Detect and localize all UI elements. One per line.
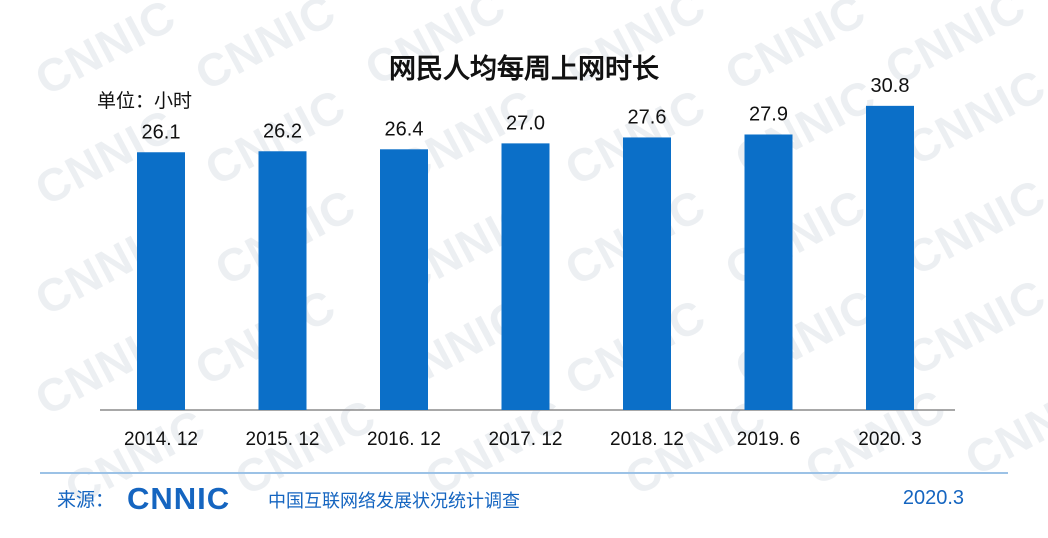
x-tick-label-6: 2020. 3 [858,429,921,450]
x-tick-label-1: 2015. 12 [246,429,320,450]
chart-title: 网民人均每周上网时长 [389,54,659,85]
data-label-6: 30.8 [871,75,910,97]
data-label-3: 27.0 [506,112,545,134]
source-label: 来源： [57,489,115,511]
bar-4 [623,137,671,410]
bar-6 [866,105,914,410]
bar-2 [380,149,428,411]
footer-divider [40,472,1008,474]
unit-label: 单位：小时 [97,90,193,112]
footer-date: 2020.3 [902,487,964,509]
x-tick-label-5: 2019. 6 [737,429,800,450]
bar-3 [501,143,550,410]
data-label-0: 26.1 [142,121,181,143]
x-tick-label-4: 2018. 12 [610,429,684,450]
bar-1 [258,151,307,410]
data-label-1: 26.2 [263,120,302,142]
x-tick-label-0: 2014. 12 [124,429,198,450]
bar-chart: 26.1 2014. 12 26.2 2015. 12 26.4 2016. 12 27.0… [100,75,955,450]
bar-0 [137,152,185,410]
data-label-4: 27.6 [628,106,667,128]
bar-5 [744,134,793,411]
x-tick-label-3: 2017. 12 [489,429,563,450]
data-label-2: 26.4 [385,118,424,140]
survey-name: 中国互联网络发展状况统计调查 [268,491,520,512]
cnnic-logo: CNNIC [127,481,231,516]
data-label-5: 27.9 [749,103,788,125]
x-tick-label-2: 2016. 12 [367,429,441,450]
